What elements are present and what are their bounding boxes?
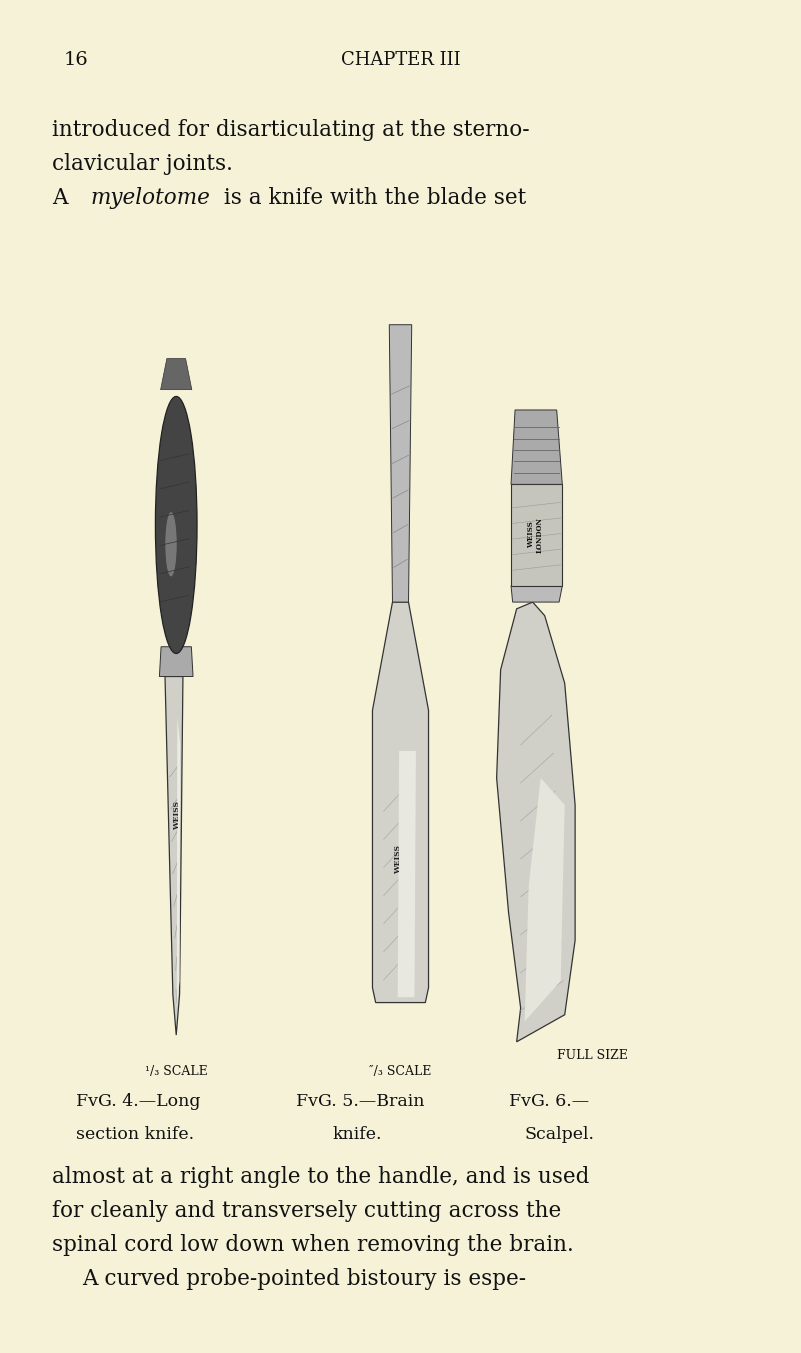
Text: spinal cord low down when removing the brain.: spinal cord low down when removing the b… [52,1234,574,1256]
Polygon shape [159,647,193,676]
Text: WEISS: WEISS [394,844,401,874]
Text: is a knife with the blade set: is a knife with the blade set [217,187,526,208]
Polygon shape [511,410,562,484]
Text: WEISS: WEISS [173,801,181,829]
Ellipse shape [155,396,197,653]
Polygon shape [372,602,429,1003]
Polygon shape [511,586,562,602]
Polygon shape [177,717,180,1008]
Text: A curved probe-pointed bistoury is espe-: A curved probe-pointed bistoury is espe- [83,1268,526,1289]
Text: for cleanly and transversely cutting across the: for cleanly and transversely cutting acr… [52,1200,562,1222]
Text: ″/₃ SCALE: ″/₃ SCALE [369,1065,432,1078]
Polygon shape [511,484,562,586]
Polygon shape [525,778,565,1022]
Text: CHAPTER III: CHAPTER III [340,51,461,69]
Ellipse shape [165,513,177,576]
Polygon shape [165,676,183,1035]
Text: 16: 16 [64,51,89,69]
Text: almost at a right angle to the handle, and is used: almost at a right angle to the handle, a… [52,1166,590,1188]
Text: knife.: knife. [332,1126,382,1143]
Text: A: A [52,187,74,208]
Text: WEISS
LONDON: WEISS LONDON [527,517,543,553]
Text: section knife.: section knife. [76,1126,194,1143]
Polygon shape [497,602,575,1042]
Text: FᴠG. 5.—Brain: FᴠG. 5.—Brain [296,1093,425,1111]
Text: FᴠG. 4.—Long: FᴠG. 4.—Long [76,1093,200,1111]
Polygon shape [160,359,192,390]
Polygon shape [397,751,416,997]
Text: clavicular joints.: clavicular joints. [52,153,233,175]
Text: Scalpel.: Scalpel. [525,1126,594,1143]
Polygon shape [389,325,412,602]
Text: introduced for disarticulating at the sterno-: introduced for disarticulating at the st… [52,119,529,141]
Text: myelotome: myelotome [91,187,211,208]
Text: FULL SIZE: FULL SIZE [557,1049,628,1062]
Text: ¹/₃ SCALE: ¹/₃ SCALE [145,1065,207,1078]
Text: FᴠG. 6.—: FᴠG. 6.— [509,1093,589,1111]
